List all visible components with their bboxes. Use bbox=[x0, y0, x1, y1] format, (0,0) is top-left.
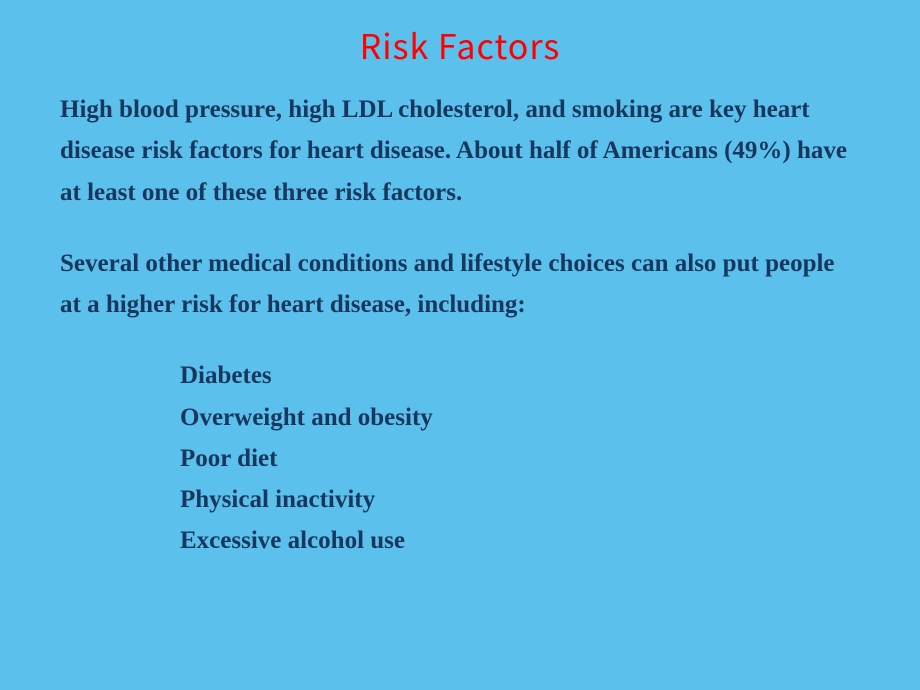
list-item: Overweight and obesity bbox=[180, 397, 860, 438]
list-item: Poor diet bbox=[180, 438, 860, 479]
slide-container: Risk Factors High blood pressure, high L… bbox=[0, 0, 920, 690]
paragraph-1: High blood pressure, high LDL cholestero… bbox=[60, 89, 860, 213]
list-item: Excessive alcohol use bbox=[180, 520, 860, 561]
list-item: Diabetes bbox=[180, 355, 860, 396]
list-item: Physical inactivity bbox=[180, 479, 860, 520]
paragraph-2: Several other medical conditions and lif… bbox=[60, 243, 860, 326]
slide-body: High blood pressure, high LDL cholestero… bbox=[60, 89, 860, 562]
slide-title: Risk Factors bbox=[60, 20, 860, 69]
risk-list: Diabetes Overweight and obesity Poor die… bbox=[60, 355, 860, 561]
